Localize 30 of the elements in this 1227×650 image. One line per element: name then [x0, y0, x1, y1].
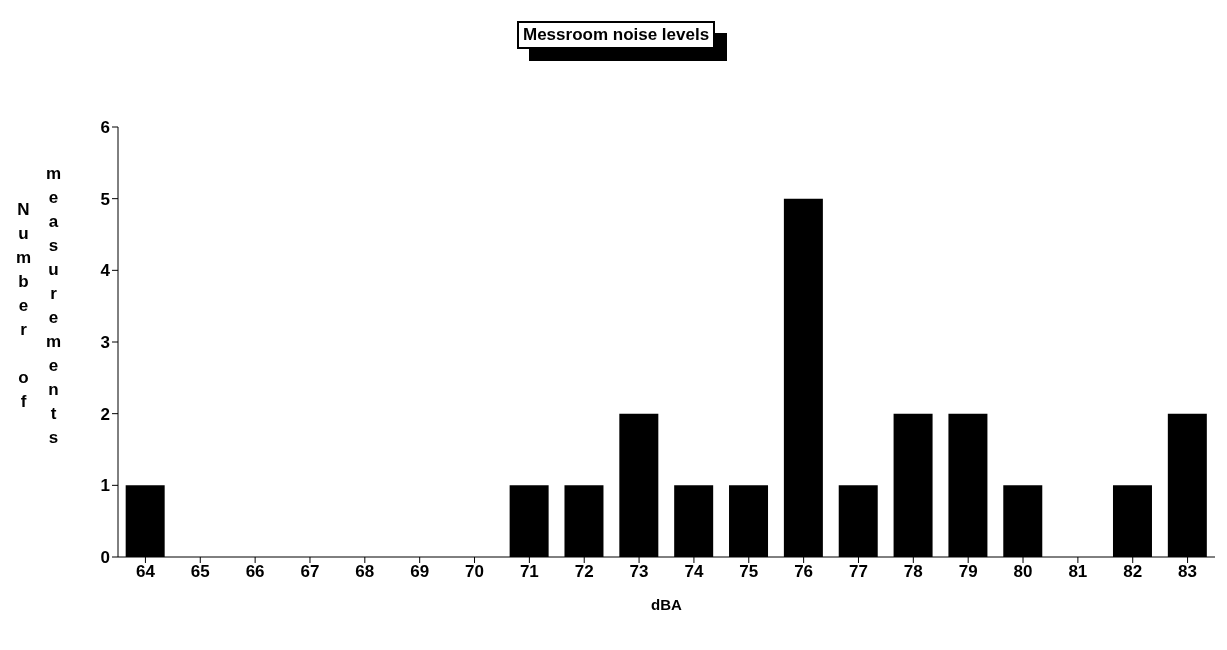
- y-tick-label: 4: [100, 261, 111, 281]
- x-tick-label: 68: [355, 562, 375, 582]
- y-tick-label: 1: [100, 476, 110, 496]
- x-tick-label: 79: [958, 562, 978, 582]
- x-tick-label: 83: [1178, 562, 1198, 582]
- y-axis-title: Number of measurements: [13, 163, 64, 454]
- x-tick-label: 66: [245, 562, 265, 582]
- x-tick-label: 81: [1068, 562, 1088, 582]
- y-tick-label: 5: [100, 189, 110, 209]
- x-tick-label: 73: [629, 562, 649, 582]
- y-tick-label: 2: [100, 404, 110, 424]
- x-tick-label: 65: [190, 562, 210, 582]
- y-tick-label: 6: [100, 118, 110, 138]
- x-tick-label: 76: [794, 562, 814, 582]
- x-tick-label: 67: [300, 562, 320, 582]
- x-tick-label: 74: [684, 562, 704, 582]
- x-tick-label: 82: [1123, 562, 1143, 582]
- chart-title: Messroom noise levels: [517, 21, 716, 49]
- y-tick-label: 0: [100, 548, 110, 568]
- x-tick-label: 71: [519, 562, 539, 582]
- x-tick-label: 77: [849, 562, 868, 582]
- x-tick-label: 64: [135, 562, 156, 582]
- y-tick-label: 3: [100, 333, 110, 353]
- x-tick-label: 80: [1013, 562, 1033, 582]
- x-tick-label: 70: [465, 562, 484, 582]
- x-axis-title: dBA: [651, 596, 683, 613]
- x-tick-label: 78: [903, 562, 923, 582]
- x-tick-label: 69: [410, 562, 430, 582]
- x-tick-label: 72: [574, 562, 594, 582]
- x-tick-label: 75: [739, 562, 759, 582]
